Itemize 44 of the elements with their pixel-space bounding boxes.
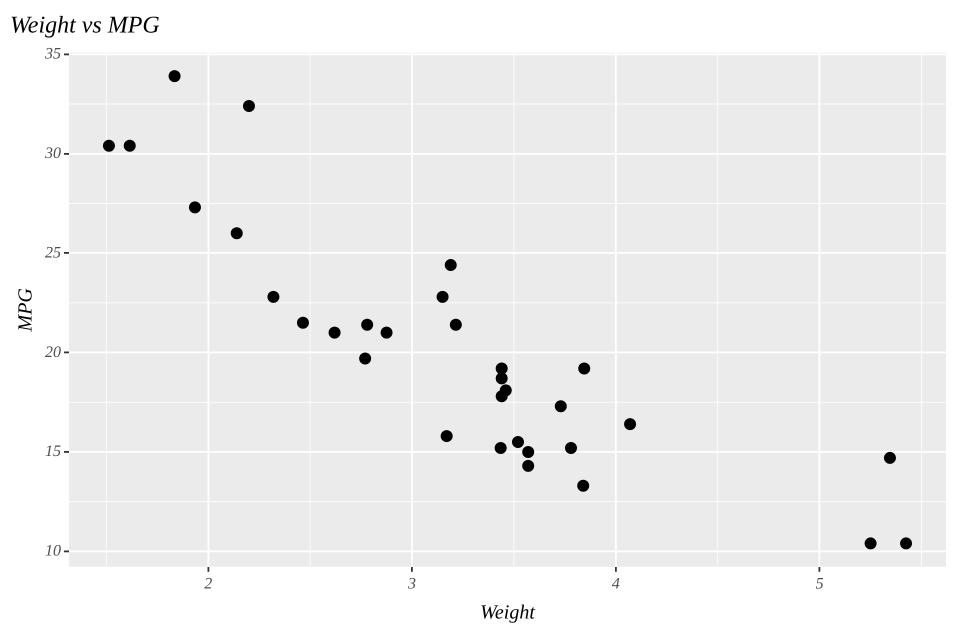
point xyxy=(900,537,912,550)
y-axis-title: MPG xyxy=(14,288,36,332)
point xyxy=(496,362,508,374)
point xyxy=(884,452,896,464)
point xyxy=(242,100,255,112)
x-tick-label: 4 xyxy=(612,576,620,593)
point xyxy=(494,442,507,454)
point xyxy=(444,259,457,272)
point xyxy=(864,537,877,550)
x-tick-label: 2 xyxy=(204,576,212,593)
point xyxy=(361,318,374,331)
point xyxy=(496,372,508,384)
point xyxy=(230,227,243,240)
point xyxy=(328,326,341,339)
point xyxy=(624,418,636,430)
point xyxy=(450,318,462,331)
y-tick-label: 35 xyxy=(44,45,61,62)
point xyxy=(564,442,577,454)
point xyxy=(496,390,508,402)
point xyxy=(554,400,567,412)
point xyxy=(380,326,393,339)
point xyxy=(188,201,201,214)
point xyxy=(267,290,280,303)
y-tick-label: 30 xyxy=(44,144,61,162)
point xyxy=(436,290,449,303)
y-tick-label: 25 xyxy=(45,244,61,262)
x-tick-label: 3 xyxy=(407,576,416,593)
x-tick-label: 5 xyxy=(816,576,824,593)
point xyxy=(440,430,453,442)
chart-title: Weight vs MPG xyxy=(10,12,160,39)
point xyxy=(124,140,136,152)
y-tick-label: 10 xyxy=(45,542,61,560)
point xyxy=(522,446,534,458)
point xyxy=(359,352,372,365)
point xyxy=(296,316,309,329)
x-axis-title: Weight xyxy=(480,601,536,624)
point xyxy=(578,362,590,374)
point xyxy=(512,436,524,448)
point xyxy=(102,140,115,152)
point xyxy=(168,70,181,82)
y-tick-label: 20 xyxy=(45,344,61,361)
y-tick-label: 15 xyxy=(45,443,61,460)
point xyxy=(577,480,590,492)
point xyxy=(522,460,534,472)
